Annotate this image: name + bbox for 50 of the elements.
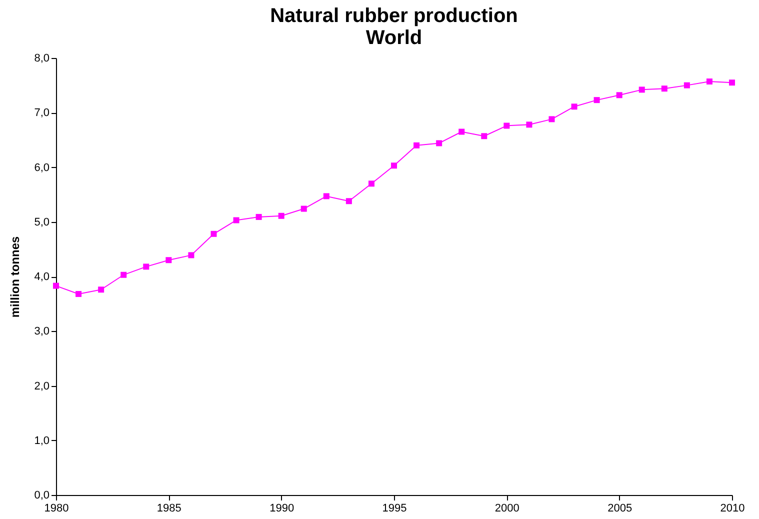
point [120, 272, 127, 278]
point [53, 282, 59, 289]
point [143, 264, 150, 270]
point [233, 217, 240, 224]
point [346, 198, 352, 204]
text: Natural rubber production [270, 5, 518, 27]
x-tick-label: 1980 [44, 502, 69, 514]
x-tick-label: 1985 [156, 502, 182, 514]
point [368, 180, 374, 187]
x-tick-label: 2005 [608, 502, 632, 514]
point [571, 104, 578, 110]
point [436, 140, 442, 146]
y-tick-label: 8,0 [34, 52, 50, 64]
point [504, 122, 510, 129]
y-tick-label: 5,0 [34, 216, 50, 228]
point [458, 128, 465, 135]
y-tick-label: 7,0 [34, 107, 50, 120]
point [323, 193, 330, 200]
x-tick-label: 1995 [382, 502, 407, 514]
point [414, 142, 420, 148]
point [210, 230, 217, 237]
point [481, 133, 488, 140]
point [278, 212, 284, 219]
point [594, 97, 600, 104]
point [661, 86, 668, 92]
y-tick-label: 4,0 [34, 271, 50, 283]
point [684, 82, 690, 88]
point [616, 92, 622, 98]
point [300, 206, 307, 212]
y-axis-title: million tonnes [8, 236, 22, 318]
point [188, 252, 194, 258]
point [391, 162, 397, 169]
text: World [366, 27, 422, 49]
y-tick-label: 3,0 [34, 326, 50, 338]
y-tick-label: 0,0 [34, 490, 50, 502]
x-tick-label: 2010 [720, 502, 745, 514]
y-tick-label: 6,0 [34, 162, 50, 174]
point [76, 290, 82, 297]
point [526, 122, 532, 128]
y-tick-label: 2,0 [34, 380, 50, 392]
point [729, 80, 735, 86]
y-tick-label: 1,0 [34, 434, 50, 447]
point [166, 257, 172, 264]
point [638, 86, 645, 93]
point [98, 286, 104, 293]
point [548, 116, 555, 122]
x-tick-label: 1990 [270, 502, 294, 514]
x-tick-label: 2000 [494, 502, 520, 514]
point [706, 78, 712, 84]
point [256, 214, 262, 220]
